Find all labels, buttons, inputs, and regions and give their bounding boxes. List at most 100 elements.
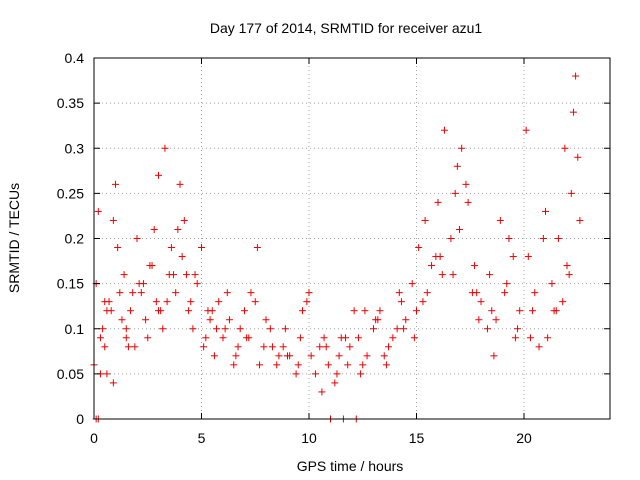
- data-point: [219, 334, 227, 342]
- data-point: [468, 289, 476, 297]
- data-point: [163, 298, 171, 306]
- data-point: [526, 334, 534, 342]
- data-point: [316, 343, 324, 351]
- data-point: [94, 207, 102, 215]
- data-point: [161, 144, 169, 152]
- data-point: [120, 271, 128, 279]
- data-point: [576, 216, 584, 224]
- data-point: [344, 361, 352, 369]
- y-tick-label: 0.15: [57, 276, 84, 292]
- data-point: [200, 343, 208, 351]
- y-tick-label: 0.1: [65, 321, 85, 337]
- data-point: [569, 108, 577, 116]
- data-point: [299, 307, 307, 315]
- data-point: [152, 298, 160, 306]
- data-point: [419, 298, 427, 306]
- y-tick-label: 0.3: [65, 140, 85, 156]
- data-point: [193, 280, 201, 288]
- y-tick-label: 0.2: [65, 231, 85, 247]
- data-point: [198, 244, 205, 252]
- data-point: [574, 153, 582, 161]
- data-point: [548, 280, 556, 288]
- axis-ticks: [93, 57, 610, 420]
- data-point: [318, 388, 326, 396]
- x-tick-label: 5: [198, 430, 206, 446]
- data-point: [204, 307, 212, 315]
- data-point: [567, 189, 575, 197]
- data-point: [131, 343, 139, 351]
- data-point: [305, 289, 313, 297]
- data-point: [118, 316, 126, 324]
- data-point: [554, 235, 562, 242]
- data-point: [324, 361, 332, 369]
- data-point: [514, 325, 522, 333]
- data-point: [307, 352, 315, 360]
- data-point: [350, 307, 358, 315]
- data-point: [129, 289, 137, 297]
- data-point: [148, 262, 156, 270]
- x-axis-label: GPS time / hours: [297, 458, 404, 474]
- data-point: [185, 307, 193, 315]
- data-point: [363, 352, 371, 360]
- x-tick-label: 20: [516, 430, 532, 446]
- data-point: [215, 298, 223, 306]
- data-point: [561, 144, 569, 152]
- data-point: [109, 216, 117, 224]
- data-point: [109, 379, 117, 387]
- data-point: [397, 298, 405, 306]
- data-point: [122, 334, 130, 342]
- x-tick-label: 10: [301, 430, 317, 446]
- data-point: [492, 316, 500, 324]
- data-point: [105, 298, 113, 306]
- data-point: [535, 343, 543, 351]
- data-point: [133, 235, 141, 242]
- data-point: [256, 361, 264, 369]
- data-point: [563, 262, 571, 270]
- data-point: [380, 352, 388, 360]
- y-tick-label: 0.35: [57, 95, 84, 111]
- y-axis-label: SRMTID / TECUs: [6, 183, 22, 293]
- data-point: [150, 225, 158, 233]
- data-point: [210, 352, 218, 360]
- y-tick-labels: 0 0.05 0.1 0.15 0.2 0.25 0.3 0.35 0.4: [57, 50, 84, 427]
- data-point: [475, 316, 483, 324]
- data-point: [155, 307, 162, 315]
- data-point: [266, 325, 274, 333]
- data-point: [174, 225, 182, 233]
- data-point: [342, 334, 350, 342]
- data-point: [322, 343, 330, 351]
- data-point: [447, 235, 455, 242]
- data-point: [393, 325, 401, 333]
- data-point: [486, 271, 494, 279]
- data-point: [191, 271, 199, 279]
- grid-lines: [94, 58, 610, 419]
- data-point: [137, 289, 145, 297]
- data-point: [509, 253, 517, 261]
- data-point: [440, 126, 448, 134]
- data-point: [167, 244, 175, 252]
- data-point: [389, 334, 397, 342]
- data-point: [262, 316, 270, 324]
- data-point: [503, 280, 511, 288]
- data-point: [101, 343, 109, 351]
- data-point: [522, 126, 530, 134]
- data-point: [202, 334, 210, 342]
- data-point: [531, 289, 539, 297]
- data-point: [112, 180, 119, 188]
- data-point: [511, 334, 519, 342]
- data-point: [539, 235, 547, 242]
- data-point: [516, 307, 524, 315]
- data-point: [251, 298, 259, 306]
- data-point: [464, 198, 472, 206]
- data-point: [374, 316, 382, 324]
- data-point: [122, 325, 130, 333]
- data-point: [103, 370, 111, 378]
- data-point: [114, 244, 122, 252]
- y-tick-label: 0.25: [57, 185, 84, 201]
- data-point: [421, 216, 429, 224]
- data-point: [139, 280, 147, 288]
- data-point: [451, 189, 459, 197]
- data-point: [354, 334, 362, 342]
